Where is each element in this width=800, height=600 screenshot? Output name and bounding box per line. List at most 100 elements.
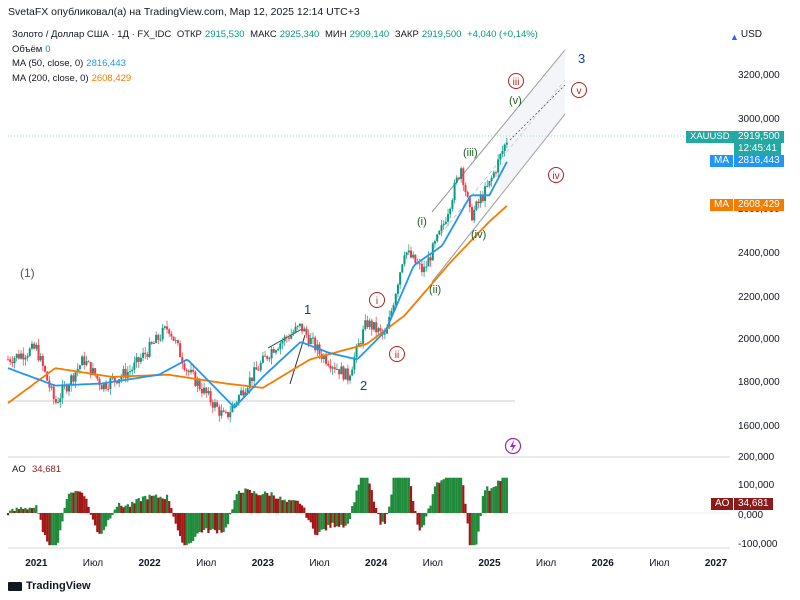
ao-bar — [26, 509, 29, 513]
ao-bar — [141, 496, 145, 513]
ao-bar — [392, 477, 395, 513]
candle — [357, 338, 360, 346]
ao-bar — [285, 501, 288, 513]
symbol-legend-row[interactable]: Золото / Доллар США · 1Д · FX_IDC ОТКР 29… — [12, 28, 541, 43]
ao-bar — [377, 513, 380, 515]
candle — [342, 365, 345, 382]
ao-bar — [399, 477, 402, 513]
ao-bar — [250, 492, 254, 513]
time-tick: Июл — [536, 558, 556, 569]
ao-bar — [76, 491, 79, 513]
candle — [375, 316, 378, 339]
ao-bar — [270, 492, 273, 513]
volume-legend-row[interactable]: Объём 0 — [12, 43, 541, 58]
candle — [471, 204, 474, 222]
candle — [159, 334, 162, 342]
ao-bar — [72, 492, 75, 513]
candle — [444, 216, 447, 225]
ao-bar — [499, 481, 502, 513]
candle — [457, 176, 460, 181]
ao-bar — [233, 500, 236, 513]
currency-label[interactable]: USD — [740, 29, 762, 40]
candle — [57, 397, 60, 404]
ao-bar — [309, 513, 312, 523]
ao-bar — [209, 513, 212, 531]
projection-line — [509, 84, 566, 141]
ao-bar — [211, 513, 214, 529]
ao-bar — [192, 513, 195, 542]
ma50-legend-row[interactable]: MA (50, close, 0) 2816,443 — [12, 57, 541, 72]
ma200-legend-row[interactable]: MA (200, close, 0) 2608,429 — [12, 72, 541, 87]
ao-bar — [427, 508, 430, 513]
ao-bar — [28, 507, 31, 513]
candle — [274, 349, 277, 355]
ao-bar — [196, 513, 199, 534]
ao-bar — [492, 486, 495, 513]
ao-bar — [159, 496, 162, 513]
time-tick: Июл — [196, 558, 216, 569]
wave-v-red-label: v — [577, 86, 582, 97]
ao-bar — [497, 480, 500, 513]
ao-bar — [91, 513, 95, 520]
ao-bar — [135, 499, 138, 513]
price-tick: 1800,000 — [738, 377, 780, 388]
ao-bar — [429, 505, 432, 513]
ao-bar — [503, 477, 506, 513]
ao-bar — [65, 499, 68, 513]
channel-fill — [500, 50, 565, 196]
ao-bar — [63, 507, 66, 513]
candle — [438, 230, 441, 236]
ao-bar — [46, 513, 49, 542]
candle — [475, 200, 478, 212]
candle — [479, 190, 482, 208]
candle — [353, 352, 356, 375]
wave-1-outer-label: (1) — [20, 266, 35, 280]
candle — [205, 386, 208, 398]
candle — [277, 346, 280, 351]
candle — [240, 387, 243, 396]
candle — [460, 166, 463, 183]
wave-i-label: (i) — [417, 216, 427, 228]
ao-bar — [146, 499, 149, 513]
candle — [292, 329, 295, 336]
ao-bar — [189, 513, 193, 543]
ao-bar — [370, 490, 373, 513]
candle — [46, 371, 49, 381]
ao-bar — [385, 513, 389, 515]
ao-bar — [102, 513, 105, 531]
ao-bar — [294, 500, 297, 513]
time-tick: 2025 — [478, 558, 501, 569]
candle — [338, 368, 341, 380]
candle — [423, 260, 426, 277]
ma200-line — [7, 205, 508, 404]
ao-bar — [178, 513, 182, 536]
price-tick: 3200,000 — [738, 70, 780, 81]
candle — [501, 145, 504, 157]
time-tick: 2022 — [138, 558, 161, 569]
candle — [351, 366, 354, 376]
ao-bar — [466, 513, 469, 524]
high-value: 2925,340 — [279, 29, 320, 40]
lightning-icon[interactable] — [504, 437, 522, 455]
candle — [179, 340, 182, 358]
ao-bar — [272, 495, 275, 513]
ao-bar — [375, 508, 378, 513]
ao-bar — [438, 482, 441, 513]
open-label: ОТКР — [176, 29, 202, 40]
candle — [433, 239, 436, 249]
candle — [44, 365, 47, 374]
ao-bar — [205, 513, 208, 529]
candle — [298, 323, 301, 329]
time-axis[interactable]: 2021 Июл 2022 Июл 2023 Июл 2024 Июл 2025 Июл 2026 И… — [25, 558, 727, 569]
time-tick: 2021 — [25, 558, 48, 569]
ao-bar — [213, 513, 217, 531]
volume-value: 0 — [45, 43, 51, 55]
candle — [296, 325, 299, 330]
tradingview-logo[interactable]: TradingView — [8, 580, 91, 592]
candle — [7, 355, 9, 361]
candle — [148, 337, 151, 358]
ao-bar — [455, 477, 458, 513]
candle — [85, 355, 88, 367]
candle — [497, 154, 500, 178]
